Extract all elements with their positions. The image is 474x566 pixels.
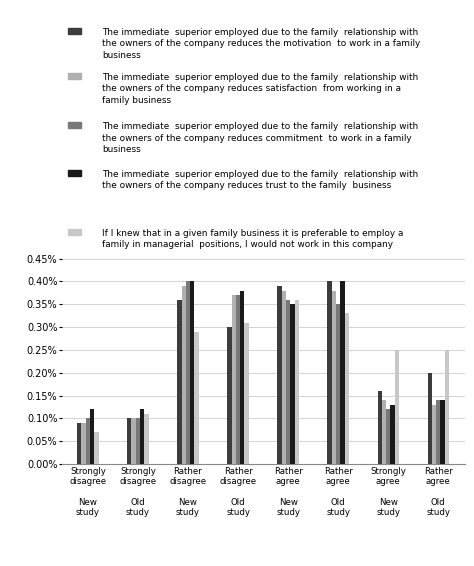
Bar [340, 281, 345, 464]
Bar [240, 290, 245, 464]
Text: The immediate  superior employed due to the family  relationship with
the owners: The immediate superior employed due to t… [102, 122, 418, 155]
Bar [428, 373, 432, 464]
Bar [332, 290, 336, 464]
Bar [328, 281, 332, 464]
FancyBboxPatch shape [68, 170, 81, 175]
FancyBboxPatch shape [68, 229, 81, 235]
Text: The immediate  superior employed due to the family  relationship with
the owners: The immediate superior employed due to t… [102, 28, 420, 60]
Bar [194, 332, 199, 464]
Bar [145, 414, 149, 464]
Bar [282, 290, 286, 464]
Bar [131, 418, 136, 464]
Bar [140, 409, 145, 464]
Bar [245, 323, 249, 464]
Text: If I knew that in a given family business it is preferable to employ a
family in: If I knew that in a given family busines… [102, 229, 403, 249]
Bar [382, 400, 386, 464]
Bar [190, 281, 194, 464]
Bar [236, 295, 240, 464]
Bar [232, 295, 236, 464]
Bar [395, 350, 399, 464]
Bar [440, 400, 445, 464]
Bar [182, 286, 186, 464]
Bar [94, 432, 99, 464]
Bar [77, 423, 82, 464]
Bar [345, 314, 349, 464]
Bar [377, 391, 382, 464]
Bar [294, 300, 299, 464]
Bar [277, 286, 282, 464]
Bar [290, 305, 294, 464]
Bar [90, 409, 94, 464]
FancyBboxPatch shape [68, 28, 81, 34]
Bar [82, 423, 86, 464]
Text: The immediate  superior employed due to the family  relationship with
the owners: The immediate superior employed due to t… [102, 73, 418, 105]
FancyBboxPatch shape [68, 122, 81, 128]
FancyBboxPatch shape [68, 73, 81, 79]
Bar [86, 418, 90, 464]
Bar [391, 405, 395, 464]
Bar [127, 418, 131, 464]
Bar [177, 300, 182, 464]
Bar [286, 300, 290, 464]
Bar [432, 405, 436, 464]
Bar [445, 350, 449, 464]
Bar [186, 281, 190, 464]
Text: The immediate  superior employed due to the family  relationship with
the owners: The immediate superior employed due to t… [102, 170, 418, 190]
Bar [386, 409, 391, 464]
Bar [136, 418, 140, 464]
Bar [228, 327, 232, 464]
Bar [436, 400, 440, 464]
Bar [336, 305, 340, 464]
